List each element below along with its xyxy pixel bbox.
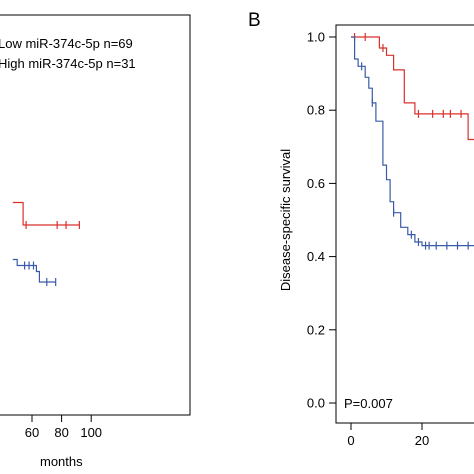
x-axis-label-a: months <box>40 454 83 469</box>
legend-entry-low: Low miR-374c-5p n=69 <box>0 36 133 51</box>
x-axis-b: 0 20 <box>347 423 429 448</box>
x-tick-label: 100 <box>80 425 102 440</box>
x-tick-label: 20 <box>415 433 429 448</box>
y-axis-label-b: Disease-specific survival <box>278 149 293 291</box>
plot-frame-b <box>335 24 474 424</box>
y-tick-label: 0.4 <box>307 249 325 264</box>
plot-frame-a <box>0 14 191 416</box>
panel-a: 60 80 100 Low miR-374c-5p n=69 High miR-37… <box>0 14 191 469</box>
legend: Low miR-374c-5p n=69 High miR-374c-5p n=… <box>0 36 136 71</box>
y-tick-label: 0.8 <box>307 103 325 118</box>
p-value-annotation: P=0.007 <box>344 396 393 411</box>
x-tick-label: 80 <box>54 425 68 440</box>
x-tick-label: 60 <box>25 425 39 440</box>
curves-a <box>12 201 80 286</box>
y-axis-b: 0.0 0.2 0.4 0.6 0.8 1.0 <box>307 30 336 411</box>
panel-label-b: B <box>248 10 261 31</box>
series-line-1 <box>351 36 474 247</box>
y-tick-label: 0.6 <box>307 176 325 191</box>
x-axis-a: 60 80 100 <box>25 415 102 440</box>
series-line-0 <box>12 201 80 226</box>
series-line-0 <box>351 36 474 141</box>
x-tick-label: 0 <box>347 433 354 448</box>
series-line-1 <box>12 258 56 283</box>
curves-b <box>351 33 474 250</box>
y-tick-label: 1.0 <box>307 30 325 45</box>
y-tick-label: 0.0 <box>307 396 325 411</box>
y-tick-label: 0.2 <box>307 322 325 337</box>
legend-entry-high: High miR-374c-5p n=31 <box>0 56 136 71</box>
panel-b: B 0.0 0.2 0.4 0.6 0.8 1.0 0 20 Disease-specifi… <box>248 10 474 448</box>
